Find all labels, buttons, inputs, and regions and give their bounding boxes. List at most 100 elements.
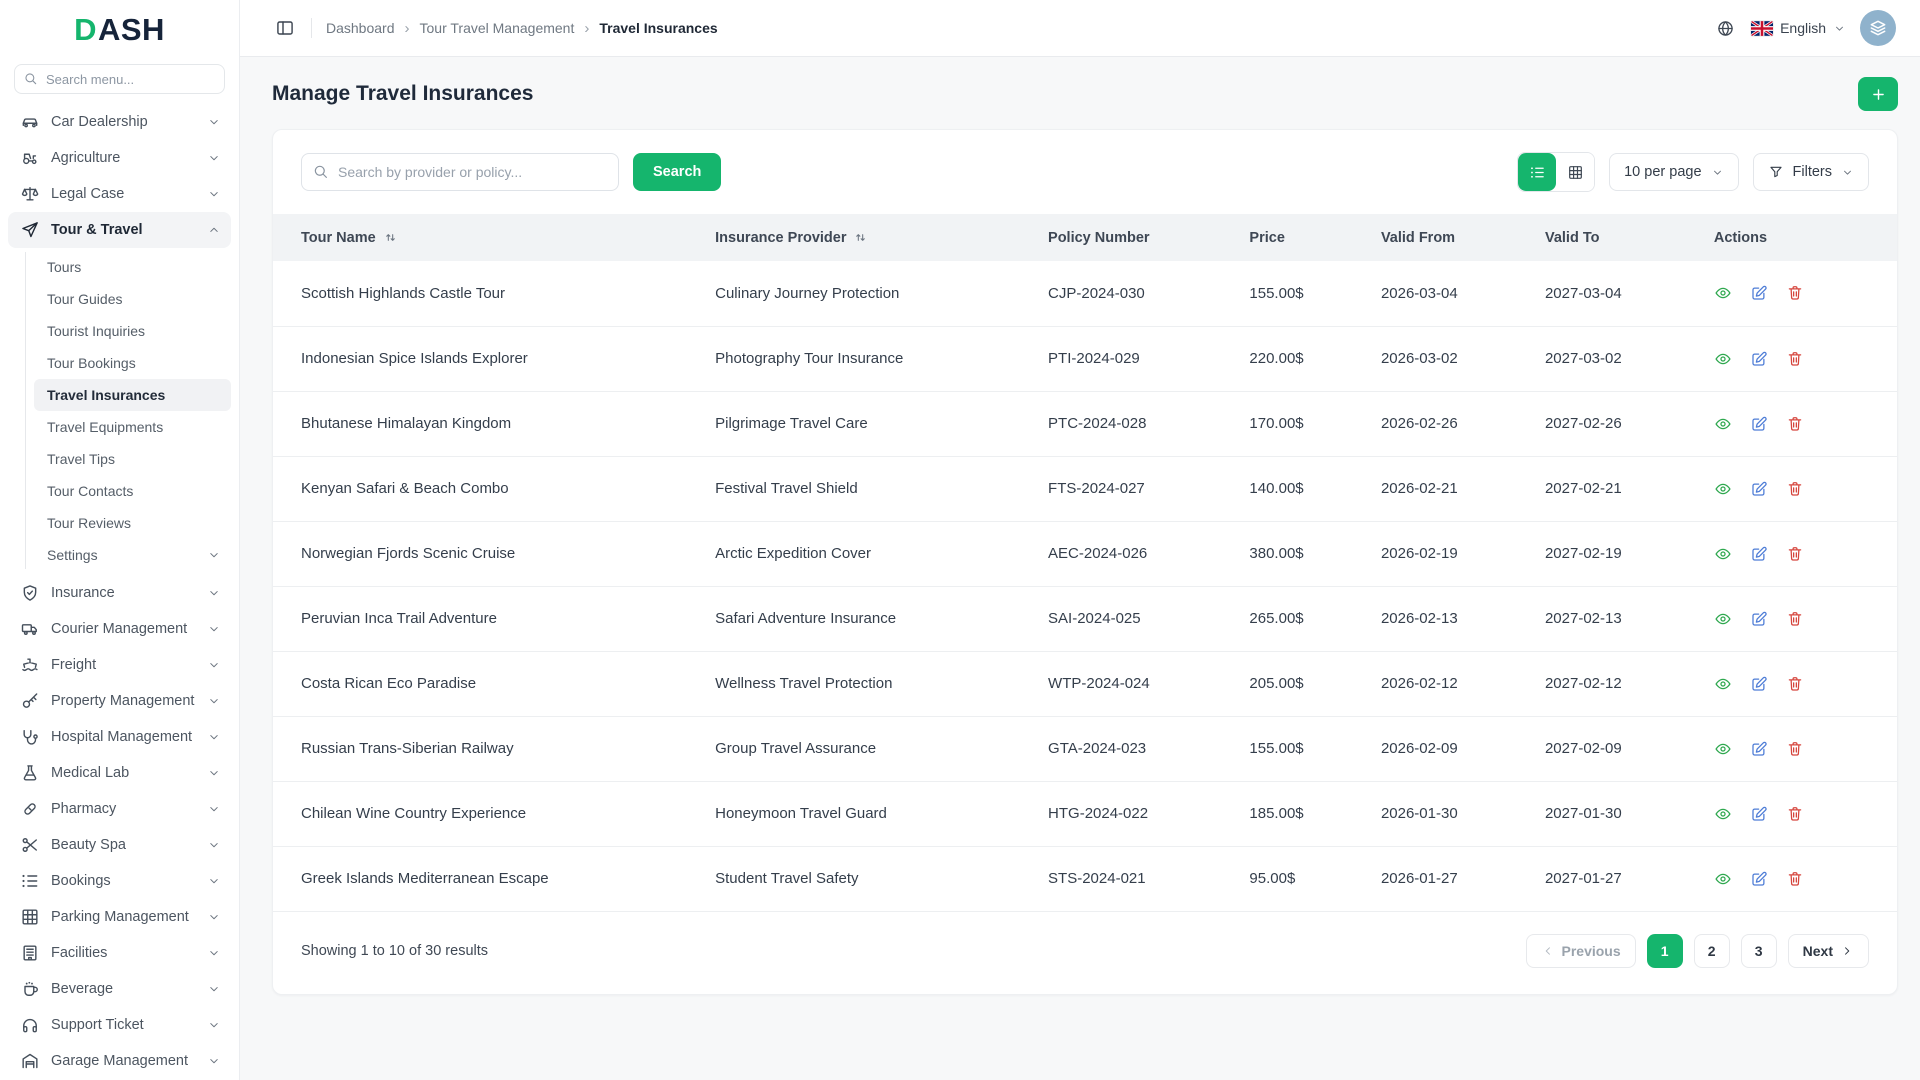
sidebar-item-freight[interactable]: Freight (8, 647, 231, 683)
sidebar-search-input[interactable] (14, 64, 225, 94)
topbar: Dashboard › Tour Travel Management › Travel … (240, 0, 1920, 57)
sidebar-subitem-settings[interactable]: Settings (34, 539, 231, 571)
view-button[interactable] (1714, 350, 1732, 368)
sidebar-subitem-travel-equipments[interactable]: Travel Equipments (34, 411, 231, 443)
sidebar-item-car-dealership[interactable]: Car Dealership (8, 104, 231, 140)
sidebar-subitem-tour-guides[interactable]: Tour Guides (34, 283, 231, 315)
view-button[interactable] (1714, 415, 1732, 433)
sidebar-subitem-label: Travel Tips (47, 451, 115, 467)
add-insurance-button[interactable] (1858, 77, 1898, 111)
edit-button[interactable] (1750, 740, 1768, 758)
column-header-policy-number: Policy Number (1020, 214, 1222, 261)
delete-button[interactable] (1786, 610, 1804, 628)
sidebar-item-support-ticket[interactable]: Support Ticket (8, 1007, 231, 1043)
delete-button[interactable] (1786, 805, 1804, 823)
column-header-insurance-provider[interactable]: Insurance Provider (687, 214, 1021, 261)
globe-icon[interactable] (1714, 17, 1737, 40)
view-button[interactable] (1714, 805, 1732, 823)
edit-button[interactable] (1750, 284, 1768, 302)
next-page-button[interactable]: Next (1787, 933, 1869, 968)
shield-icon (20, 583, 40, 603)
cell-provider: Safari Adventure Insurance (687, 586, 1021, 652)
breadcrumb-item-1[interactable]: Dashboard (326, 20, 395, 36)
delete-button[interactable] (1786, 740, 1804, 758)
breadcrumb-item-2[interactable]: Tour Travel Management (419, 20, 575, 36)
view-button[interactable] (1714, 545, 1732, 563)
sidebar-item-bookings[interactable]: Bookings (8, 863, 231, 899)
sidebar-item-beverage[interactable]: Beverage (8, 971, 231, 1007)
delete-button[interactable] (1786, 284, 1804, 302)
sidebar-item-beauty-spa[interactable]: Beauty Spa (8, 827, 231, 863)
sidebar-subitem-travel-tips[interactable]: Travel Tips (34, 443, 231, 475)
edit-button[interactable] (1750, 350, 1768, 368)
delete-button[interactable] (1786, 350, 1804, 368)
edit-button[interactable] (1750, 675, 1768, 693)
sidebar-item-courier-management[interactable]: Courier Management (8, 611, 231, 647)
card-footer: Showing 1 to 10 of 30 results Previous 1 2… (273, 912, 1897, 994)
sidebar-subitem-label: Travel Insurances (47, 387, 166, 403)
cell-valid-to: 2027-02-09 (1516, 716, 1686, 782)
cell-valid-to: 2027-02-21 (1516, 456, 1686, 522)
delete-button[interactable] (1786, 415, 1804, 433)
table-row: Russian Trans-Siberian Railway Group Trav… (273, 716, 1897, 782)
delete-button[interactable] (1786, 870, 1804, 888)
view-button[interactable] (1714, 675, 1732, 693)
cell-tour: Costa Rican Eco Paradise (273, 651, 688, 717)
column-label: Insurance Provider (715, 229, 847, 246)
search-button[interactable]: Search (633, 153, 722, 191)
sidebar-subitem-tour-bookings[interactable]: Tour Bookings (34, 347, 231, 379)
edit-button[interactable] (1750, 545, 1768, 563)
sidebar-item-property-management[interactable]: Property Management (8, 683, 231, 719)
sidebar-subitem-tours[interactable]: Tours (34, 251, 231, 283)
language-switcher[interactable]: English (1751, 20, 1846, 36)
grid-view-button[interactable] (1556, 153, 1595, 191)
edit-button[interactable] (1750, 870, 1768, 888)
page-button-2[interactable]: 2 (1693, 933, 1730, 968)
column-header-tour-name[interactable]: Tour Name (273, 214, 688, 261)
page-button-1[interactable]: 1 (1646, 933, 1683, 968)
view-button[interactable] (1714, 284, 1732, 302)
filters-button[interactable]: Filters (1752, 153, 1869, 191)
sidebar-item-garage-management[interactable]: Garage Management (8, 1043, 231, 1079)
sidebar-item-medical-lab[interactable]: Medical Lab (8, 755, 231, 791)
cell-price: 185.00$ (1221, 781, 1353, 847)
edit-button[interactable] (1750, 415, 1768, 433)
sidebar-item-tour-travel[interactable]: Tour & Travel (8, 212, 231, 248)
delete-button[interactable] (1786, 545, 1804, 563)
sidebar-subitem-tour-contacts[interactable]: Tour Contacts (34, 475, 231, 507)
table-search-input[interactable] (301, 153, 619, 191)
view-button[interactable] (1714, 870, 1732, 888)
sidebar-item-label: Facilities (51, 945, 108, 961)
edit-button[interactable] (1750, 805, 1768, 823)
sidebar-toggle-icon[interactable] (273, 16, 297, 40)
list-view-button[interactable] (1518, 153, 1557, 191)
view-button[interactable] (1714, 740, 1732, 758)
edit-button[interactable] (1750, 610, 1768, 628)
view-button[interactable] (1714, 610, 1732, 628)
per-page-select[interactable]: 10 per page (1609, 153, 1739, 191)
sidebar-item-parking-management[interactable]: Parking Management (8, 899, 231, 935)
sidebar-subitem-travel-insurances[interactable]: Travel Insurances (34, 379, 231, 411)
page-button-3[interactable]: 3 (1740, 933, 1777, 968)
delete-button[interactable] (1786, 675, 1804, 693)
sidebar-item-facilities[interactable]: Facilities (8, 935, 231, 971)
cell-actions (1685, 456, 1897, 522)
cell-policy: AEC-2024-026 (1020, 521, 1222, 587)
cell-price: 380.00$ (1221, 521, 1353, 587)
sidebar-item-pharmacy[interactable]: Pharmacy (8, 791, 231, 827)
cell-tour: Kenyan Safari & Beach Combo (273, 456, 688, 522)
delete-button[interactable] (1786, 480, 1804, 498)
edit-button[interactable] (1750, 480, 1768, 498)
table-row: Costa Rican Eco Paradise Wellness Travel … (273, 651, 1897, 717)
sidebar-item-insurance[interactable]: Insurance (8, 575, 231, 611)
previous-page-button[interactable]: Previous (1525, 933, 1636, 968)
sidebar-item-agriculture[interactable]: Agriculture (8, 140, 231, 176)
sidebar-item-legal-case[interactable]: Legal Case (8, 176, 231, 212)
view-button[interactable] (1714, 480, 1732, 498)
sidebar-subitem-tourist-inquiries[interactable]: Tourist Inquiries (34, 315, 231, 347)
edit-icon (1750, 740, 1768, 758)
filter-icon (1768, 164, 1784, 180)
avatar[interactable] (1860, 10, 1896, 46)
sidebar-item-hospital-management[interactable]: Hospital Management (8, 719, 231, 755)
sidebar-subitem-tour-reviews[interactable]: Tour Reviews (34, 507, 231, 539)
